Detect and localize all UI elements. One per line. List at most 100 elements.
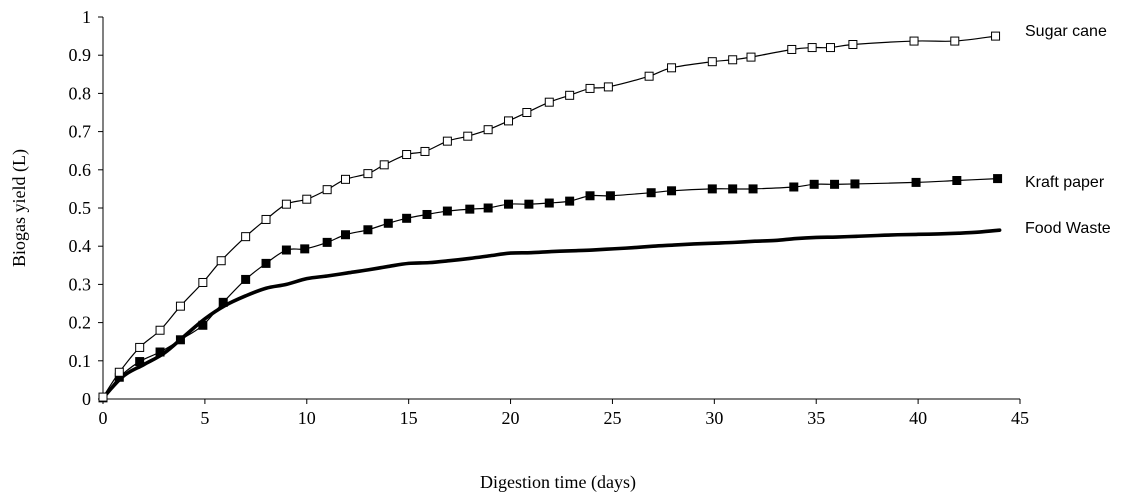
data-point-sugar-cane — [585, 83, 595, 93]
data-point-sugar-cane — [565, 90, 575, 100]
data-point-kraft-paper — [585, 191, 595, 201]
y-tick-label: 1 — [82, 7, 91, 27]
data-point-sugar-cane — [281, 199, 291, 209]
y-tick-label: 0.8 — [69, 83, 92, 103]
data-point-kraft-paper — [483, 203, 493, 213]
data-point-sugar-cane — [667, 63, 677, 73]
data-point-kraft-paper — [911, 177, 921, 187]
data-point-sugar-cane — [483, 125, 493, 135]
data-point-kraft-paper — [241, 274, 251, 284]
y-tick-label: 0 — [82, 389, 91, 409]
data-point-sugar-cane — [991, 31, 1001, 41]
data-point-sugar-cane — [98, 392, 108, 402]
series-layer — [98, 31, 1003, 403]
data-point-sugar-cane — [825, 43, 835, 53]
data-point-kraft-paper — [322, 237, 332, 247]
x-tick-label: 40 — [909, 408, 927, 428]
data-point-sugar-cane — [909, 36, 919, 46]
data-point-kraft-paper — [218, 297, 228, 307]
x-tick-label: 20 — [502, 408, 520, 428]
data-point-kraft-paper — [422, 209, 432, 219]
data-point-sugar-cane — [707, 57, 717, 67]
data-point-kraft-paper — [363, 225, 373, 235]
data-point-sugar-cane — [787, 44, 797, 54]
data-point-sugar-cane — [341, 174, 350, 184]
data-point-kraft-paper — [341, 230, 350, 240]
data-point-sugar-cane — [302, 194, 312, 204]
x-axis-title: Digestion time (days) — [480, 472, 636, 493]
x-tick-label: 5 — [200, 408, 209, 428]
data-point-kraft-paper — [993, 174, 1003, 184]
data-point-kraft-paper — [748, 184, 758, 194]
y-tick-label: 0.3 — [69, 274, 92, 294]
series-line-sugar-cane — [102, 35, 997, 398]
data-point-kraft-paper — [605, 191, 615, 201]
series-line-food-waste — [101, 228, 1002, 400]
data-point-kraft-paper — [544, 198, 554, 208]
data-point-sugar-cane — [504, 116, 514, 126]
y-axis-title: Biogas yield (L) — [9, 149, 30, 267]
data-point-sugar-cane — [114, 367, 124, 377]
y-tick-label: 0.9 — [69, 45, 92, 65]
data-point-sugar-cane — [644, 71, 654, 81]
data-point-kraft-paper — [667, 186, 677, 196]
series-label-food-waste: Food Waste — [1025, 220, 1111, 237]
data-point-sugar-cane — [175, 301, 185, 311]
data-point-kraft-paper — [850, 179, 860, 189]
data-point-sugar-cane — [603, 82, 613, 92]
y-tick-label: 0.6 — [69, 160, 92, 180]
series-label-sugar-cane: Sugar cane — [1025, 23, 1107, 40]
data-point-sugar-cane — [420, 146, 430, 156]
data-point-kraft-paper — [524, 199, 534, 209]
data-point-sugar-cane — [241, 232, 251, 242]
x-tick-label: 35 — [807, 408, 825, 428]
data-point-sugar-cane — [544, 97, 554, 107]
data-point-sugar-cane — [950, 36, 960, 46]
series-line-kraft-paper — [102, 177, 999, 399]
data-point-sugar-cane — [807, 43, 817, 53]
data-point-kraft-paper — [383, 218, 393, 228]
y-tick-label: 0.1 — [69, 351, 92, 371]
x-tick-label: 10 — [298, 408, 316, 428]
data-point-sugar-cane — [402, 150, 412, 160]
data-point-sugar-cane — [363, 169, 373, 179]
data-point-sugar-cane — [198, 277, 208, 287]
y-tick-label: 0.7 — [69, 122, 92, 142]
data-point-kraft-paper — [728, 184, 738, 194]
data-point-kraft-paper — [809, 179, 819, 189]
data-point-kraft-paper — [135, 357, 145, 367]
data-point-kraft-paper — [646, 188, 656, 198]
data-point-kraft-paper — [442, 206, 452, 216]
data-point-kraft-paper — [465, 204, 475, 214]
data-point-sugar-cane — [155, 325, 165, 335]
x-tick-label: 30 — [705, 408, 723, 428]
data-point-kraft-paper — [402, 213, 412, 223]
data-point-sugar-cane — [848, 40, 858, 49]
data-point-sugar-cane — [379, 160, 389, 170]
data-point-sugar-cane — [746, 52, 756, 62]
data-point-kraft-paper — [198, 320, 208, 330]
data-point-kraft-paper — [281, 245, 291, 255]
data-point-kraft-paper — [300, 244, 310, 254]
data-point-kraft-paper — [830, 179, 840, 189]
x-tick-label: 25 — [603, 408, 621, 428]
y-ticks: 0 0.1 0.2 0.3 0.4 0.5 0.6 0.7 0.8 0.9 1 — [69, 7, 103, 409]
data-point-kraft-paper — [952, 176, 962, 185]
data-point-sugar-cane — [442, 136, 452, 146]
data-point-sugar-cane — [261, 214, 271, 224]
data-point-kraft-paper — [707, 184, 717, 194]
series-label-kraft-paper: Kraft paper — [1025, 174, 1105, 191]
data-point-sugar-cane — [216, 256, 226, 266]
y-tick-label: 0.5 — [69, 198, 92, 218]
x-tick-label: 45 — [1011, 408, 1029, 428]
data-point-sugar-cane — [463, 131, 473, 141]
data-point-kraft-paper — [155, 347, 165, 357]
data-point-kraft-paper — [504, 199, 514, 209]
data-point-sugar-cane — [522, 108, 532, 117]
x-tick-label: 15 — [400, 408, 418, 428]
data-point-kraft-paper — [789, 182, 799, 192]
data-point-kraft-paper — [565, 196, 575, 206]
data-point-kraft-paper — [175, 335, 185, 345]
data-point-sugar-cane — [728, 55, 738, 65]
